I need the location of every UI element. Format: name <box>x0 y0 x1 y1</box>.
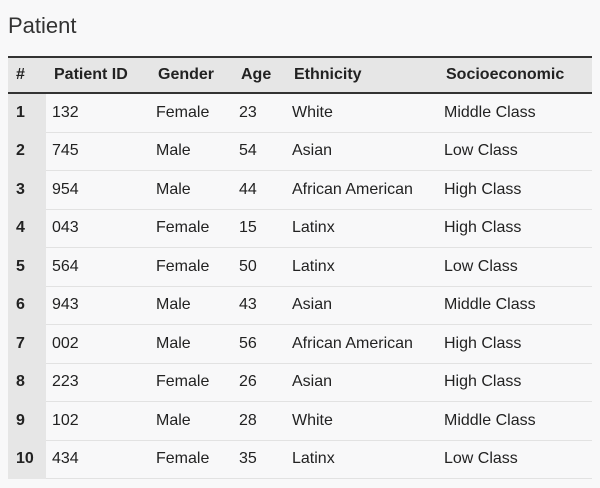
row-index: 1 <box>8 93 46 133</box>
socioeconomic-cell: Low Class <box>438 132 592 171</box>
column-header-ethnicity[interactable]: Ethnicity <box>294 66 362 83</box>
column-header-gender[interactable]: Gender <box>158 66 215 83</box>
socioeconomic-cell: Low Class <box>438 247 592 287</box>
ethnicity-cell: White <box>286 401 438 441</box>
table-body: 1 132 Female 23 White Middle Class 2 745 Male 54 A… <box>8 93 592 479</box>
patient-table-container: # Patient ID Gender Age Ethnicity Socioe… <box>8 56 592 479</box>
table-row[interactable]: 10 434 Female 35 Latinx Low Class <box>8 440 592 479</box>
gender-cell: Male <box>150 132 233 171</box>
row-index: 6 <box>8 286 46 325</box>
ethnicity-cell: Asian <box>286 286 438 325</box>
row-index: 4 <box>8 209 46 248</box>
age-cell: 44 <box>233 170 286 210</box>
age-cell: 26 <box>233 363 286 402</box>
ethnicity-cell: African American <box>286 324 438 364</box>
table-header: # Patient ID Gender Age Ethnicity Socioe… <box>8 57 592 93</box>
table-row[interactable]: 3 954 Male 44 African American High Class <box>8 170 592 210</box>
ethnicity-cell: Latinx <box>286 440 438 479</box>
table-row[interactable]: 5 564 Female 50 Latinx Low Class <box>8 247 592 287</box>
column-header-index[interactable]: # <box>16 66 25 83</box>
age-cell: 43 <box>233 286 286 325</box>
row-index: 5 <box>8 247 46 287</box>
gender-cell: Male <box>150 401 233 441</box>
patient-id-cell: 043 <box>46 209 150 248</box>
column-header-socioeconomic[interactable]: Socioeconomic <box>446 66 565 83</box>
age-cell: 23 <box>233 93 286 133</box>
age-cell: 50 <box>233 247 286 287</box>
gender-cell: Female <box>150 440 233 479</box>
patient-id-cell: 564 <box>46 247 150 287</box>
row-index: 9 <box>8 401 46 441</box>
ethnicity-cell: Latinx <box>286 209 438 248</box>
table-row[interactable]: 1 132 Female 23 White Middle Class <box>8 93 592 133</box>
table-row[interactable]: 8 223 Female 26 Asian High Class <box>8 363 592 402</box>
socioeconomic-cell: Middle Class <box>438 401 592 441</box>
age-cell: 28 <box>233 401 286 441</box>
row-index: 10 <box>8 440 46 479</box>
age-cell: 56 <box>233 324 286 364</box>
table-row[interactable]: 4 043 Female 15 Latinx High Class <box>8 209 592 248</box>
column-header-age[interactable]: Age <box>241 66 272 83</box>
gender-cell: Female <box>150 209 233 248</box>
patient-id-cell: 002 <box>46 324 150 364</box>
patient-id-cell: 102 <box>46 401 150 441</box>
table-row[interactable]: 2 745 Male 54 Asian Low Class <box>8 132 592 171</box>
row-index: 3 <box>8 170 46 210</box>
gender-cell: Female <box>150 247 233 287</box>
socioeconomic-cell: High Class <box>438 363 592 402</box>
row-index: 7 <box>8 324 46 364</box>
patient-id-cell: 745 <box>46 132 150 171</box>
ethnicity-cell: White <box>286 93 438 133</box>
patient-id-cell: 954 <box>46 170 150 210</box>
patient-id-cell: 132 <box>46 93 150 133</box>
age-cell: 54 <box>233 132 286 171</box>
socioeconomic-cell: Low Class <box>438 440 592 479</box>
gender-cell: Male <box>150 286 233 325</box>
socioeconomic-cell: High Class <box>438 324 592 364</box>
age-cell: 15 <box>233 209 286 248</box>
socioeconomic-cell: High Class <box>438 170 592 210</box>
socioeconomic-cell: Middle Class <box>438 286 592 325</box>
patient-id-cell: 223 <box>46 363 150 402</box>
page-title: Patient <box>8 13 77 38</box>
gender-cell: Female <box>150 363 233 402</box>
socioeconomic-cell: High Class <box>438 209 592 248</box>
ethnicity-cell: Latinx <box>286 247 438 287</box>
ethnicity-cell: Asian <box>286 132 438 171</box>
age-cell: 35 <box>233 440 286 479</box>
gender-cell: Male <box>150 170 233 210</box>
row-index: 8 <box>8 363 46 402</box>
table-row[interactable]: 6 943 Male 43 Asian Middle Class <box>8 286 592 325</box>
table-row[interactable]: 9 102 Male 28 White Middle Class <box>8 401 592 441</box>
ethnicity-cell: African American <box>286 170 438 210</box>
gender-cell: Male <box>150 324 233 364</box>
header-row: # Patient ID Gender Age Ethnicity Socioe… <box>8 57 592 93</box>
ethnicity-cell: Asian <box>286 363 438 402</box>
patient-id-cell: 943 <box>46 286 150 325</box>
socioeconomic-cell: Middle Class <box>438 93 592 133</box>
table-row[interactable]: 7 002 Male 56 African American High Class <box>8 324 592 364</box>
row-index: 2 <box>8 132 46 171</box>
patient-table: # Patient ID Gender Age Ethnicity Socioe… <box>8 56 592 479</box>
column-header-patient-id[interactable]: Patient ID <box>54 66 128 83</box>
gender-cell: Female <box>150 93 233 133</box>
patient-id-cell: 434 <box>46 440 150 479</box>
